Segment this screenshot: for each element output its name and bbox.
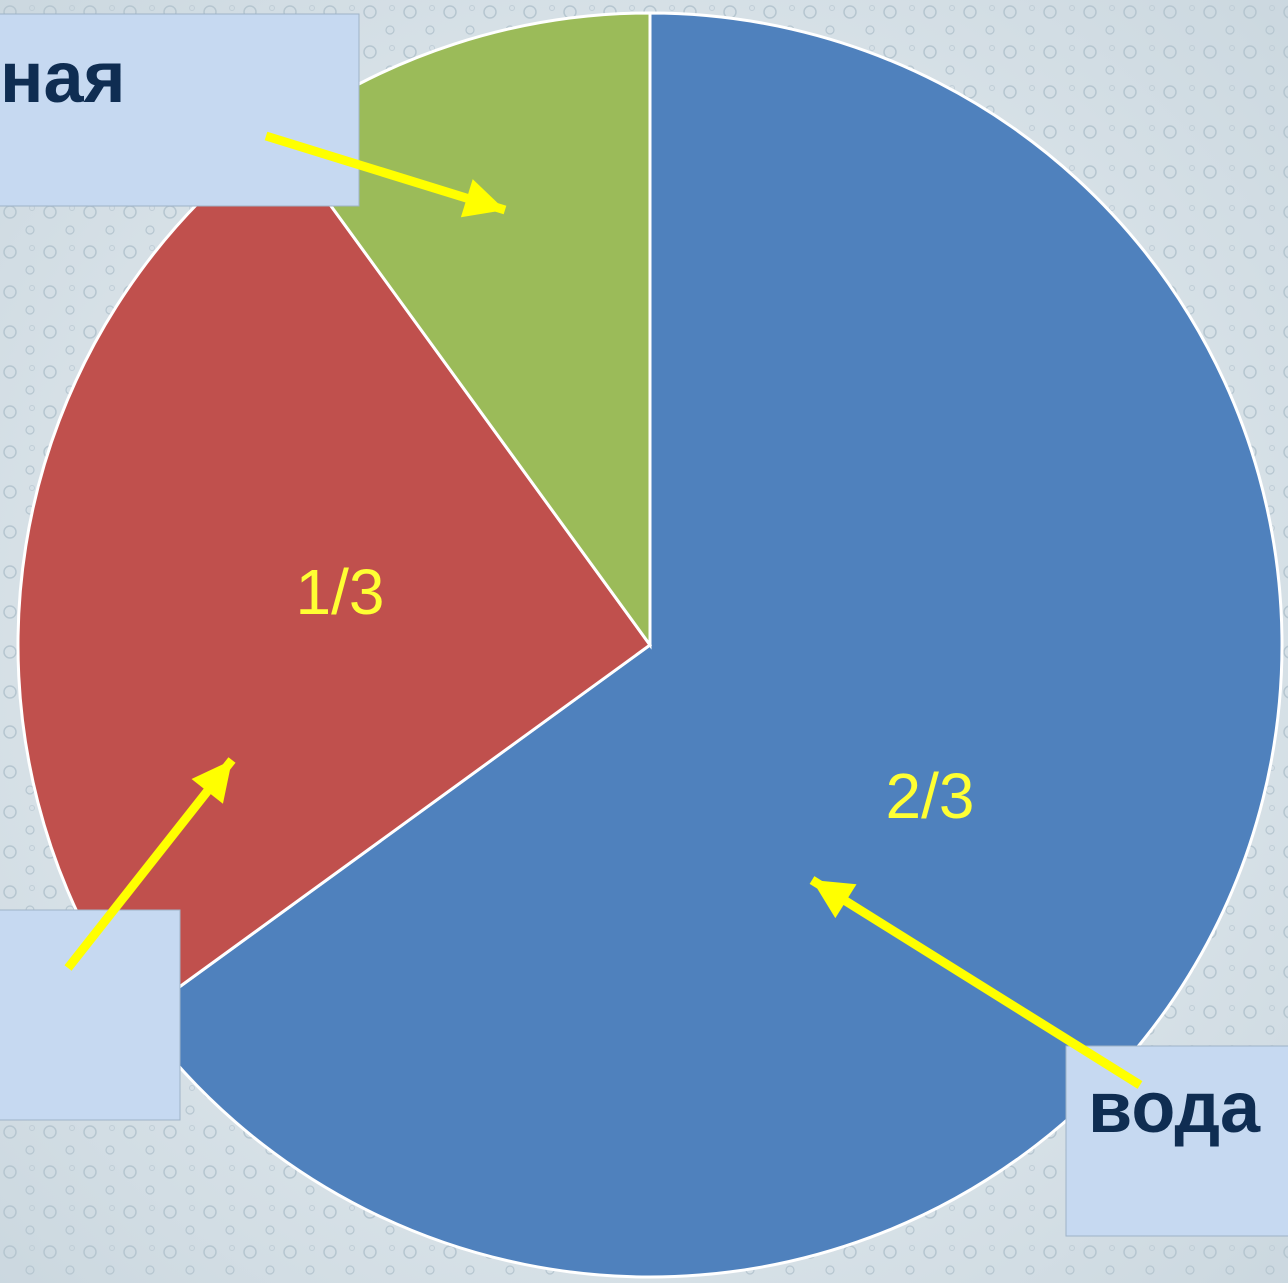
slice-label: вода: [1088, 1068, 1261, 1148]
annotation: 2/3: [886, 760, 975, 832]
arrow-head: [812, 880, 857, 919]
pie-slice: [136, 11, 1284, 1279]
label-box: [0, 13, 360, 207]
pie-slice: [16, 131, 653, 1019]
label-box: [1065, 1045, 1288, 1237]
arrow-head: [191, 760, 232, 804]
arrow-shaft: [264, 131, 507, 215]
arrow-shaft: [809, 876, 1143, 1089]
arrow-head: [460, 179, 505, 218]
slice-label: ная: [0, 38, 126, 118]
arrow-shaft: [64, 757, 236, 971]
annotation: 1/3: [296, 556, 385, 628]
